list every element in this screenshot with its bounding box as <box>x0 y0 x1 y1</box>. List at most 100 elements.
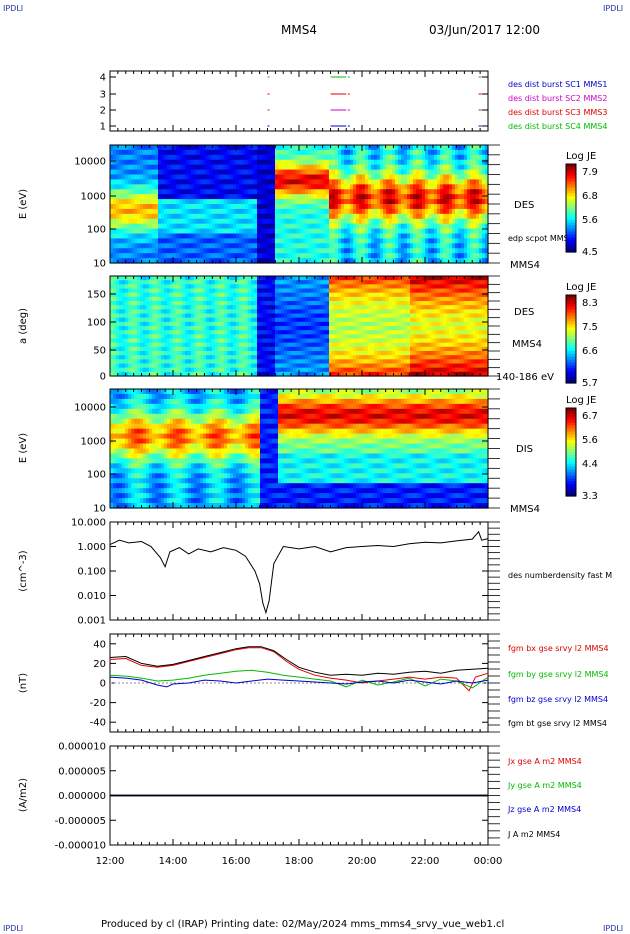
des-energy-cell <box>314 204 318 210</box>
pitch-cell <box>281 334 285 340</box>
des-energy-cell <box>167 184 171 190</box>
pitch-cell <box>230 367 234 373</box>
pitch-cell <box>131 342 135 348</box>
des-energy-cell <box>119 159 123 166</box>
pitch-cell <box>281 342 285 348</box>
pitch-cell <box>149 301 153 306</box>
pitch-cell <box>284 359 288 365</box>
des-energy-cell <box>482 233 486 240</box>
des-energy-cell <box>461 145 465 151</box>
des-energy-cell <box>167 164 171 171</box>
pitch-cell <box>113 321 117 327</box>
pitch-cell <box>206 317 210 323</box>
des-energy-cell <box>110 228 114 235</box>
pitch-cell <box>173 280 177 285</box>
pitch-cell <box>278 321 282 327</box>
des-energy-cell <box>185 248 189 254</box>
des-energy-cell <box>428 228 432 235</box>
des-energy-cell <box>296 189 300 195</box>
des-energy-cell <box>392 233 396 240</box>
pitch-cell <box>176 280 180 285</box>
des-energy-cell <box>221 154 225 161</box>
pitch-cell <box>152 338 156 344</box>
pitch-cell <box>263 363 267 369</box>
des-energy-cell <box>179 204 183 210</box>
des-energy-cell <box>161 145 165 151</box>
pitch-cell <box>269 351 273 356</box>
pitch-cell <box>245 288 249 294</box>
des-energy-cell <box>485 149 489 156</box>
des-energy-cell <box>134 159 138 166</box>
pitch-cell <box>269 301 273 306</box>
des-energy-cell <box>260 159 264 166</box>
des-energy-cell <box>269 218 273 225</box>
pitch-cell <box>176 305 180 310</box>
pitch-cell <box>296 355 300 360</box>
des-energy-cell <box>116 169 120 176</box>
pitch-cell <box>233 301 237 306</box>
des-energy-cell <box>458 208 462 215</box>
pitch-cell <box>140 355 144 360</box>
des-energy-cell <box>227 218 231 225</box>
des-energy-cell <box>200 189 204 195</box>
des-energy-cell <box>200 154 204 161</box>
des-energy-overlay-label: edp scpot MMS4 <box>508 234 574 243</box>
des-energy-cell <box>437 218 441 225</box>
pitch-cell <box>314 321 318 327</box>
des-energy-cell <box>344 154 348 161</box>
des-energy-cell <box>320 213 324 220</box>
pitch-cell <box>110 309 114 315</box>
des-energy-cell <box>434 184 438 190</box>
pitch-cell <box>155 305 159 310</box>
des-energy-cell <box>476 213 480 220</box>
des-energy-cell <box>293 238 297 244</box>
des-energy-cell <box>326 179 330 185</box>
des-energy-cell <box>137 228 141 235</box>
des-energy-cell <box>164 164 168 171</box>
pitch-cell <box>308 326 312 331</box>
pitch-cell <box>209 276 213 281</box>
des-energy-cell <box>386 199 390 205</box>
des-energy-cell <box>476 253 480 259</box>
des-energy-cell <box>257 218 261 225</box>
des-energy-cell <box>359 258 363 264</box>
pitch-cell <box>302 330 306 335</box>
pitch-cell <box>305 309 309 315</box>
des-energy-cell <box>209 145 213 151</box>
des-energy-cell <box>419 154 423 161</box>
des-energy-cell <box>341 204 345 210</box>
des-energy-cell <box>272 145 276 151</box>
pitch-cell <box>278 371 282 377</box>
pitch-cell <box>227 296 231 302</box>
des-energy-cell <box>434 149 438 156</box>
pitch-cell <box>293 317 297 323</box>
des-energy-cell <box>383 258 387 264</box>
pitch-cell <box>188 326 192 331</box>
des-energy-cell <box>215 145 219 151</box>
des-energy-cell <box>239 208 243 215</box>
des-energy-cell <box>254 184 258 190</box>
pitch-cell <box>206 363 210 369</box>
des-energy-cell <box>362 164 366 171</box>
pitch-cell <box>194 367 198 373</box>
des-energy-cell <box>440 199 444 205</box>
des-energy-cell <box>245 164 249 171</box>
des-energy-cell <box>302 204 306 210</box>
des-energy-cell <box>221 213 225 220</box>
des-energy-cell <box>359 223 363 230</box>
pitch-cell <box>260 371 264 377</box>
des-energy-cell <box>344 184 348 190</box>
des-energy-cell <box>230 194 234 200</box>
pitch-cell <box>155 359 159 365</box>
des-energy-cell <box>134 243 138 249</box>
des-energy-cell <box>302 149 306 156</box>
pitch-cell <box>128 321 132 327</box>
pitch-cell <box>173 309 177 315</box>
des-energy-cell <box>452 159 456 166</box>
des-energy-cell <box>290 189 294 195</box>
des-energy-cell <box>398 248 402 254</box>
pitch-cell <box>167 288 171 294</box>
pitch-cell <box>203 292 207 298</box>
des-energy-cell <box>257 159 261 166</box>
des-energy-cell <box>164 199 168 205</box>
